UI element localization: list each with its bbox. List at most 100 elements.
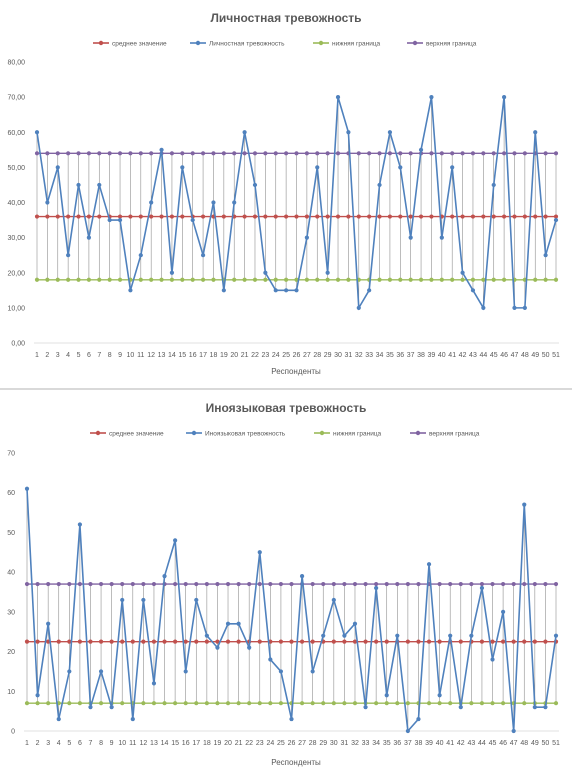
data-point [252, 151, 258, 156]
data-point [194, 701, 199, 706]
data-point [273, 214, 278, 219]
data-point [374, 581, 379, 587]
data-point [335, 151, 341, 156]
data-point [325, 277, 330, 282]
data-point [374, 701, 379, 706]
data-point [481, 151, 486, 156]
legend-swatch-marker [98, 40, 104, 46]
data-point [97, 182, 102, 188]
data-point [190, 217, 195, 223]
data-point [45, 214, 50, 219]
data-point [46, 701, 51, 706]
y-tick-label: 70,00 [7, 95, 25, 102]
data-point [225, 581, 231, 587]
data-point [331, 581, 336, 587]
data-point [263, 277, 268, 282]
data-point [490, 639, 495, 644]
x-tick-label: 44 [479, 352, 487, 359]
data-point [190, 151, 195, 156]
data-point [418, 277, 424, 282]
x-tick-label: 23 [261, 352, 269, 359]
x-tick-label: 33 [365, 352, 373, 359]
data-point [335, 95, 341, 100]
data-point [149, 200, 154, 205]
data-point [469, 633, 474, 638]
x-tick-label: 18 [203, 740, 211, 747]
x-tick-label: 27 [303, 352, 311, 359]
data-point [479, 581, 485, 587]
data-point [479, 639, 485, 644]
x-tick-label: 29 [319, 740, 327, 747]
data-point [252, 182, 258, 188]
x-tick-label: 6 [87, 352, 91, 359]
data-point [247, 645, 252, 650]
data-point [416, 581, 421, 587]
series-1 [34, 214, 559, 219]
data-point [363, 639, 368, 644]
x-axis-label: Респонденты [271, 758, 321, 767]
data-point [45, 277, 50, 282]
y-tick-label: 0,00 [11, 341, 25, 348]
data-point [522, 214, 527, 219]
data-point [315, 214, 320, 219]
data-point [460, 277, 465, 282]
x-tick-label: 48 [520, 740, 528, 747]
data-point [331, 597, 336, 603]
data-point [429, 277, 434, 282]
data-point [77, 639, 82, 644]
data-point [117, 151, 123, 156]
data-point [141, 639, 146, 644]
data-point [533, 277, 538, 282]
x-tick-label: 31 [341, 740, 349, 747]
legend-label: верхняя граница [429, 430, 480, 437]
chart-legend: среднее значение Иноязыковая тревожность н… [90, 430, 480, 437]
legend-swatch-marker [318, 40, 324, 46]
chart-panel-personal-anxiety: Личностная тревожность среднее значение Л… [0, 0, 572, 388]
x-tick-label: 9 [118, 352, 122, 359]
data-point [342, 633, 347, 638]
data-point [321, 581, 326, 587]
x-tick-label: 36 [396, 352, 404, 359]
data-point [86, 277, 91, 282]
data-point [418, 147, 424, 152]
data-point [107, 277, 112, 282]
data-point [225, 701, 231, 706]
data-point [405, 581, 410, 587]
x-tick-label: 24 [272, 352, 280, 359]
data-point [284, 277, 289, 282]
x-tick-label: 29 [324, 352, 332, 359]
x-tick-label: 35 [383, 740, 391, 747]
y-tick-label: 40,00 [7, 200, 25, 207]
x-tick-label: 2 [36, 740, 40, 747]
legend-item: верхняя граница [407, 40, 477, 47]
data-point [502, 151, 507, 156]
data-point [367, 288, 372, 293]
data-point [55, 277, 60, 282]
data-point [387, 151, 393, 156]
data-point [532, 581, 537, 587]
data-point [76, 214, 81, 219]
data-point [66, 151, 71, 156]
data-point [169, 151, 175, 156]
x-tick-label: 27 [298, 740, 306, 747]
y-tick-label: 60 [7, 490, 15, 497]
data-point [242, 214, 247, 219]
data-point [263, 214, 268, 219]
x-tick-label: 16 [189, 352, 197, 359]
data-point [257, 550, 262, 555]
data-point [429, 214, 434, 219]
series-3 [34, 277, 559, 282]
x-tick-label: 13 [150, 740, 158, 747]
data-point [439, 151, 444, 156]
x-tick-label: 40 [438, 352, 446, 359]
data-point [268, 701, 273, 706]
data-point [66, 277, 71, 282]
data-point [448, 581, 453, 587]
x-tick-label: 2 [45, 352, 49, 359]
data-point [450, 214, 455, 219]
data-point [56, 581, 61, 587]
x-tick-label: 41 [448, 352, 456, 359]
data-point [304, 151, 309, 156]
data-point [553, 701, 559, 706]
chart-title: Иноязыковая тревожность [206, 401, 367, 415]
